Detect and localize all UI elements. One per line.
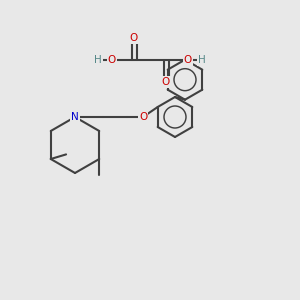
- Text: O: O: [184, 55, 192, 65]
- Text: O: O: [162, 77, 170, 87]
- Text: H: H: [94, 55, 102, 65]
- Text: O: O: [139, 112, 147, 122]
- Text: N: N: [71, 112, 79, 122]
- Text: H: H: [198, 55, 206, 65]
- Text: O: O: [130, 33, 138, 43]
- Text: O: O: [108, 55, 116, 65]
